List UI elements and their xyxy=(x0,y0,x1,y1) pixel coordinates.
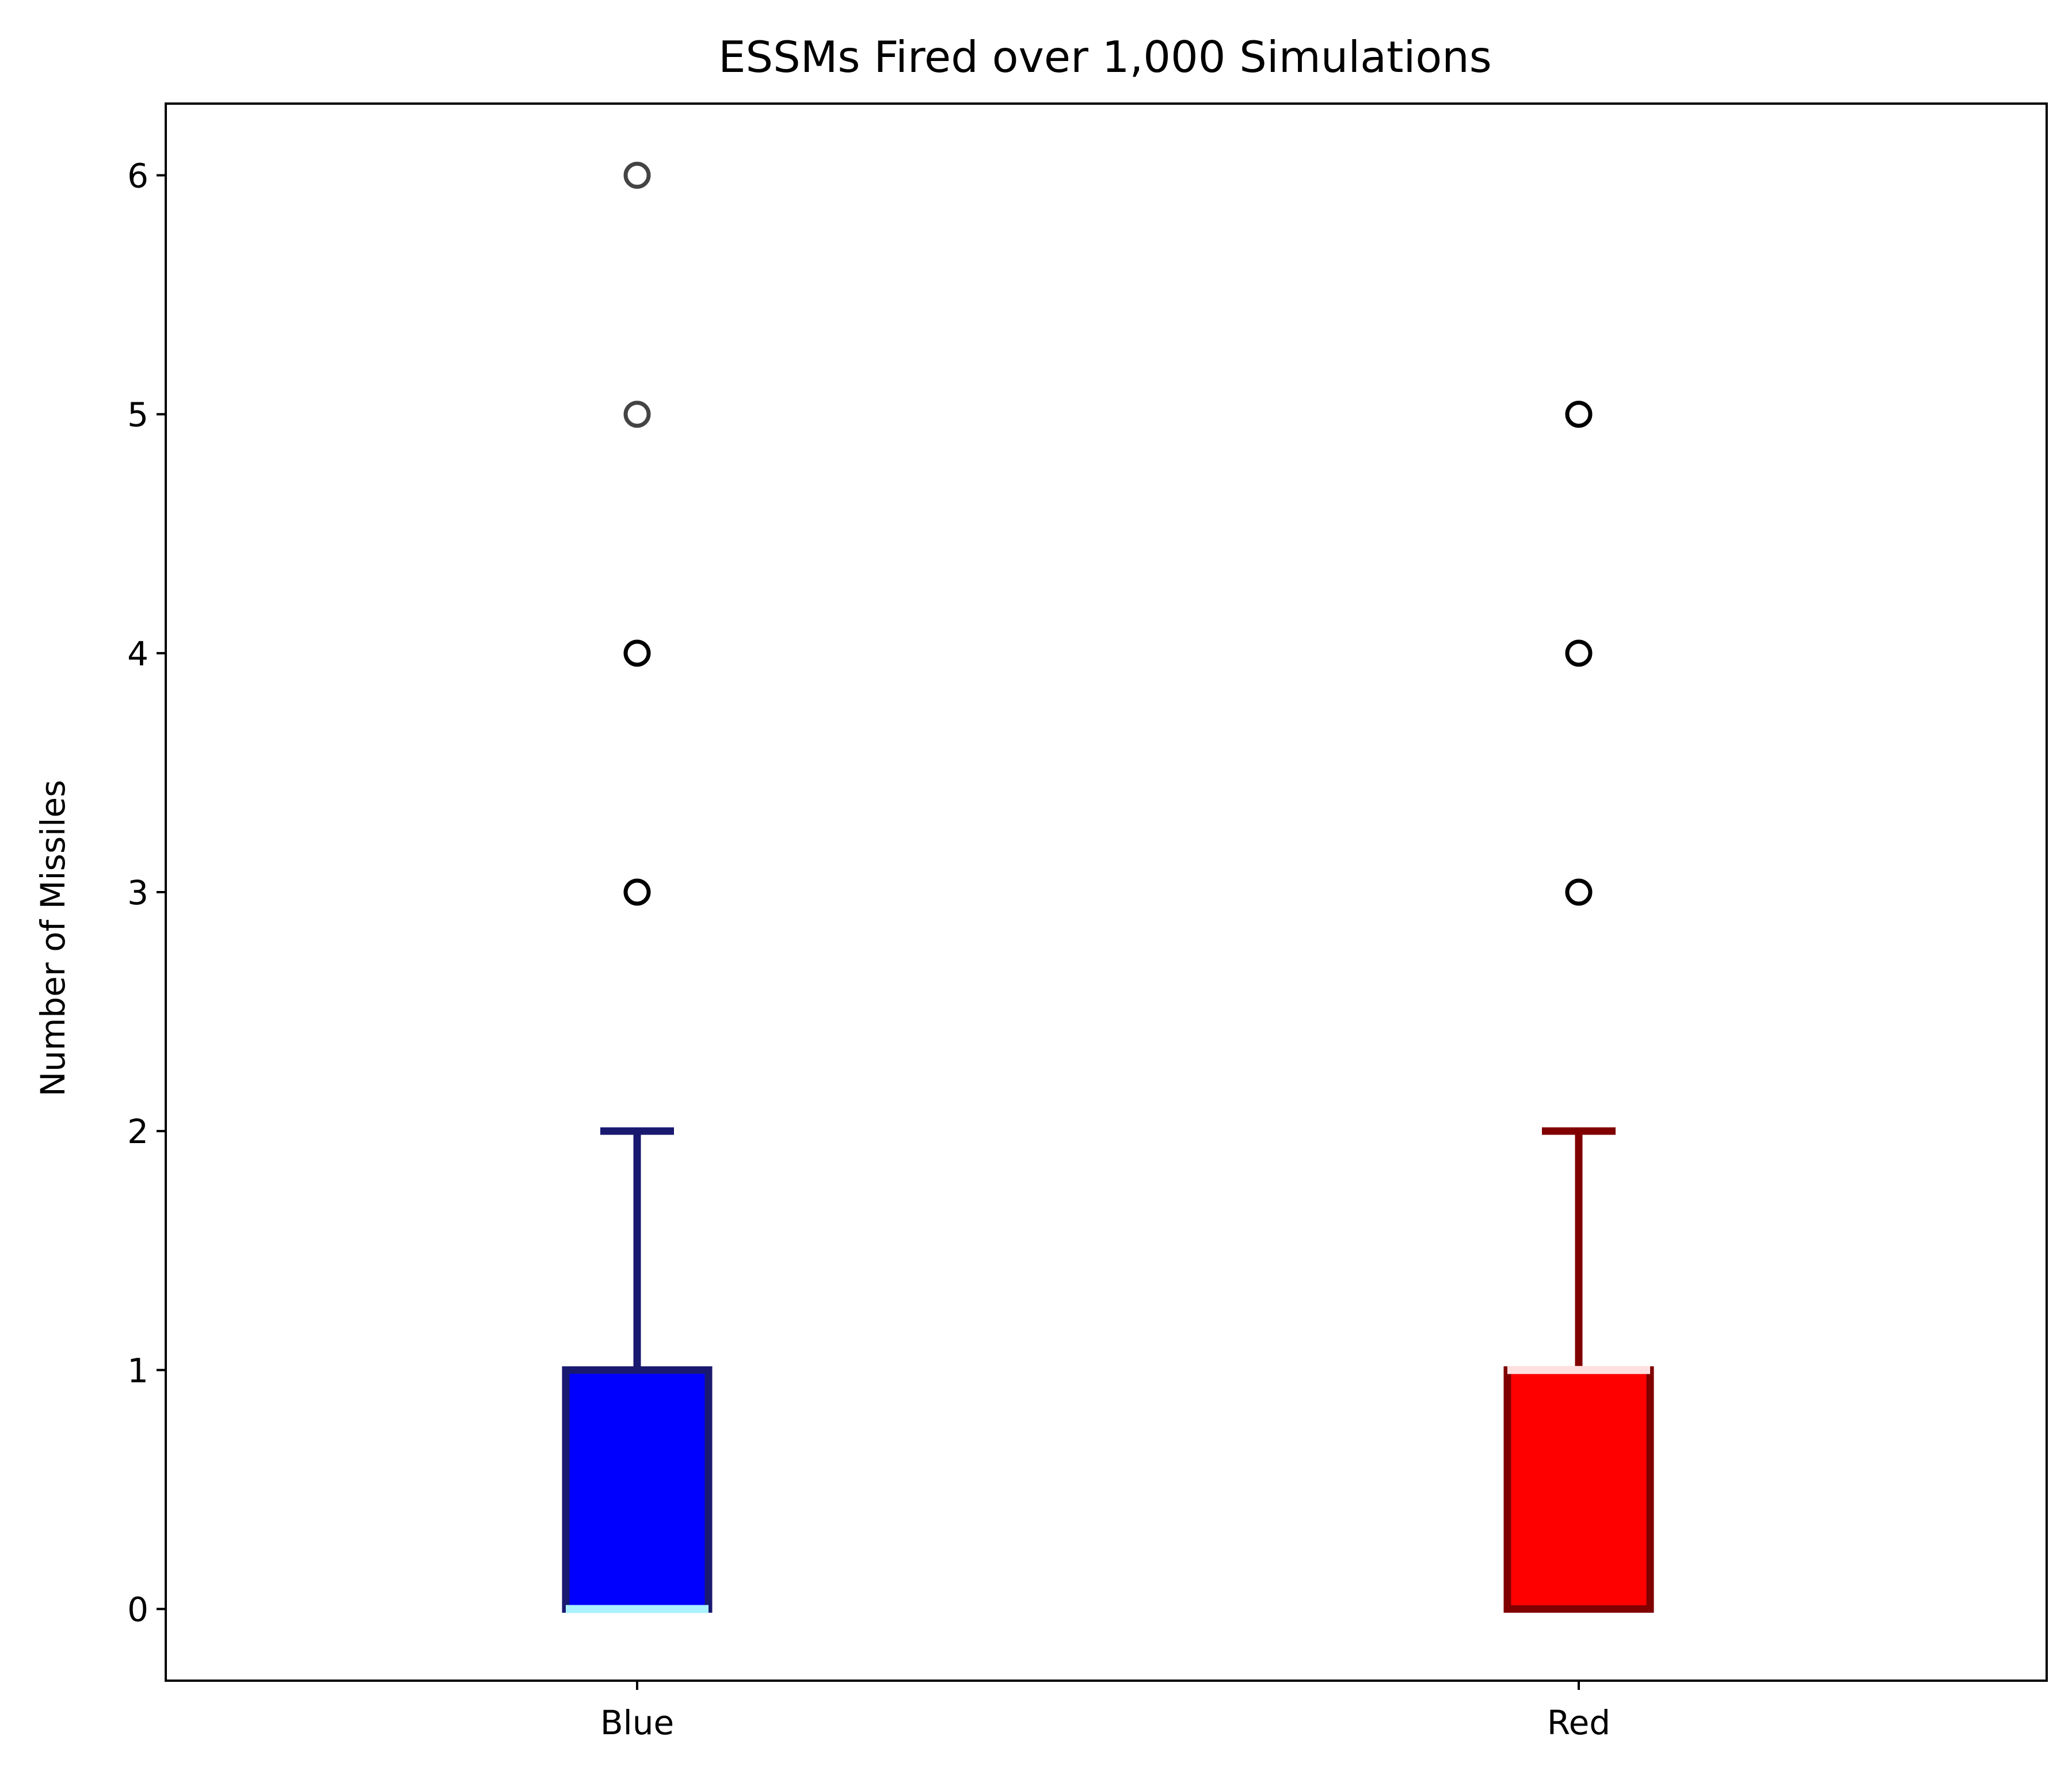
outlier-point xyxy=(1565,878,1593,906)
chart-title: ESSMs Fired over 1,000 Simulations xyxy=(718,32,1492,82)
plot-frame xyxy=(165,102,2048,1682)
outlier-point xyxy=(623,401,651,428)
y-tick-label: 2 xyxy=(127,1112,148,1151)
y-tick-label: 3 xyxy=(127,873,148,912)
y-tick-label: 6 xyxy=(127,157,148,196)
y-axis-label: Number of Missiles xyxy=(33,780,73,1097)
plot-area xyxy=(562,162,1654,1613)
y-tick-label: 1 xyxy=(127,1351,148,1390)
y-tick-label: 5 xyxy=(127,395,148,435)
y-tick-label: 0 xyxy=(127,1590,148,1629)
outlier-point xyxy=(623,878,651,906)
outlier-point xyxy=(623,162,651,189)
outlier-point xyxy=(1565,401,1593,428)
box xyxy=(1503,1366,1654,1613)
y-tick-label: 4 xyxy=(127,634,148,673)
x-tick-label: Red xyxy=(1547,1703,1610,1742)
outlier-point xyxy=(1565,639,1593,667)
outlier-point xyxy=(623,639,651,667)
box-group-red xyxy=(1503,401,1654,1613)
x-tick-label: Blue xyxy=(600,1703,674,1742)
box xyxy=(562,1366,713,1613)
box-group-blue xyxy=(562,162,713,1613)
